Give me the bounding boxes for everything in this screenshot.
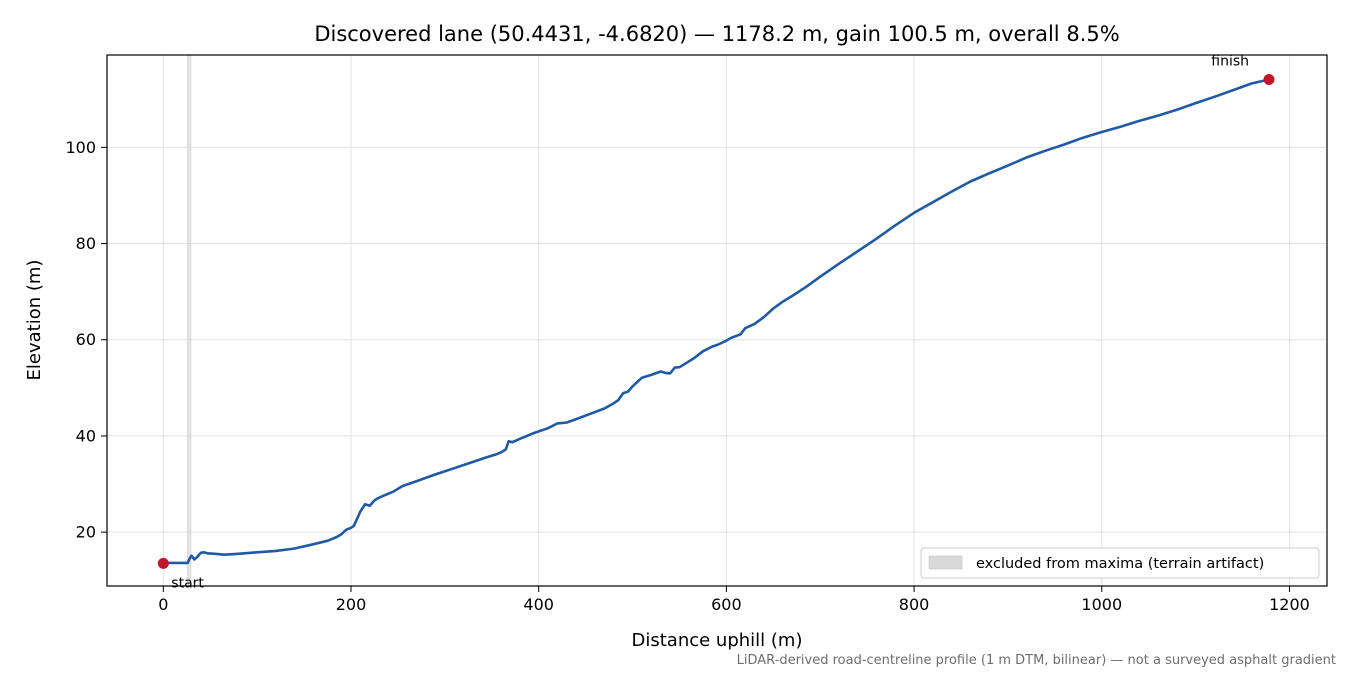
y-tick-label: 100	[65, 138, 96, 157]
legend-label-excluded: excluded from maxima (terrain artifact)	[976, 556, 1264, 572]
endpoint-markers: start finish	[157, 54, 1275, 591]
footnote: LiDAR-derived road-centreline profile (1…	[737, 653, 1336, 668]
x-tick-label: 200	[336, 595, 367, 614]
plot-area: start finish	[106, 54, 1328, 591]
x-tick-label: 600	[711, 595, 742, 614]
legend: excluded from maxima (terrain artifact)	[920, 547, 1320, 579]
elevation-line	[162, 78, 1271, 565]
grid	[107, 55, 1327, 586]
legend-swatch-excluded	[928, 555, 963, 570]
plot-frame	[106, 54, 1328, 587]
y-tick-label: 60	[76, 330, 96, 349]
x-tick-label: 1200	[1269, 595, 1310, 614]
x-axis-label: Distance uphill (m)	[632, 630, 803, 651]
finish-marker	[1263, 74, 1275, 86]
y-axis-ticks: 20 40 60 80 100	[65, 138, 107, 542]
y-tick-label: 20	[76, 523, 96, 542]
x-tick-label: 0	[158, 595, 168, 614]
chart-title: Discovered lane (50.4431, -4.6820) — 117…	[314, 22, 1119, 46]
legend-box	[920, 547, 1320, 579]
plot-background	[107, 55, 1327, 586]
start-marker	[157, 557, 169, 569]
excluded-region-band	[186, 55, 192, 586]
start-label: start	[171, 575, 204, 591]
x-tick-label: 800	[899, 595, 930, 614]
x-axis-ticks: 0 200 400 600 800 1000 1200	[158, 586, 1310, 614]
finish-label: finish	[1211, 54, 1249, 70]
x-tick-label: 1000	[1081, 595, 1122, 614]
y-tick-label: 80	[76, 234, 96, 253]
y-axis-label: Elevation (m)	[24, 260, 45, 381]
y-tick-label: 40	[76, 426, 96, 445]
x-tick-label: 400	[523, 595, 554, 614]
